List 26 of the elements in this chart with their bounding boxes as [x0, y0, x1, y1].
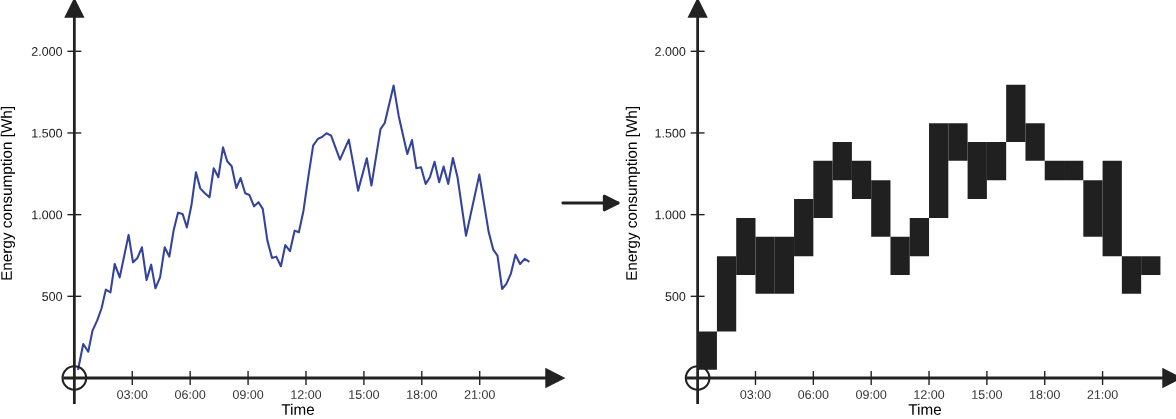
x-tick-label: 06:00 — [175, 390, 206, 399]
y-axis-title: Energy consumption [Wh] — [0, 107, 15, 280]
y-tick-label: 1.500 — [655, 128, 686, 138]
x-tick-label: 18:00 — [1030, 390, 1060, 399]
x-axis-title: Time — [908, 403, 942, 415]
x-tick-label: 12:00 — [291, 390, 322, 399]
x-tick-label: 03:00 — [740, 390, 771, 399]
y-tick-label: 500 — [665, 292, 686, 301]
y-tick-label: 2.000 — [655, 47, 686, 56]
y-tick-label: 1.000 — [32, 210, 63, 220]
x-tick-label: 18:00 — [407, 390, 437, 399]
x-tick-label: 06:00 — [798, 390, 829, 399]
x-tick-label: 03:00 — [117, 390, 148, 399]
x-tick-label: 15:00 — [349, 390, 380, 399]
x-tick-label: 09:00 — [232, 390, 264, 399]
y-tick-label: 1.000 — [655, 210, 686, 220]
x-tick-label: 15:00 — [972, 390, 1003, 399]
y-tick-label: 500 — [42, 292, 63, 301]
y-tick-label: 2.000 — [31, 47, 63, 56]
x-tick-label: 09:00 — [856, 390, 887, 399]
x-tick-label: 21:00 — [1087, 390, 1118, 399]
y-axis-title: Energy consumption [Wh] — [625, 107, 640, 280]
x-axis-title: Time — [281, 403, 315, 415]
x-tick-label: 12:00 — [914, 390, 945, 399]
x-tick-label: 21:00 — [464, 390, 495, 399]
y-tick-label: 1.500 — [32, 128, 63, 138]
